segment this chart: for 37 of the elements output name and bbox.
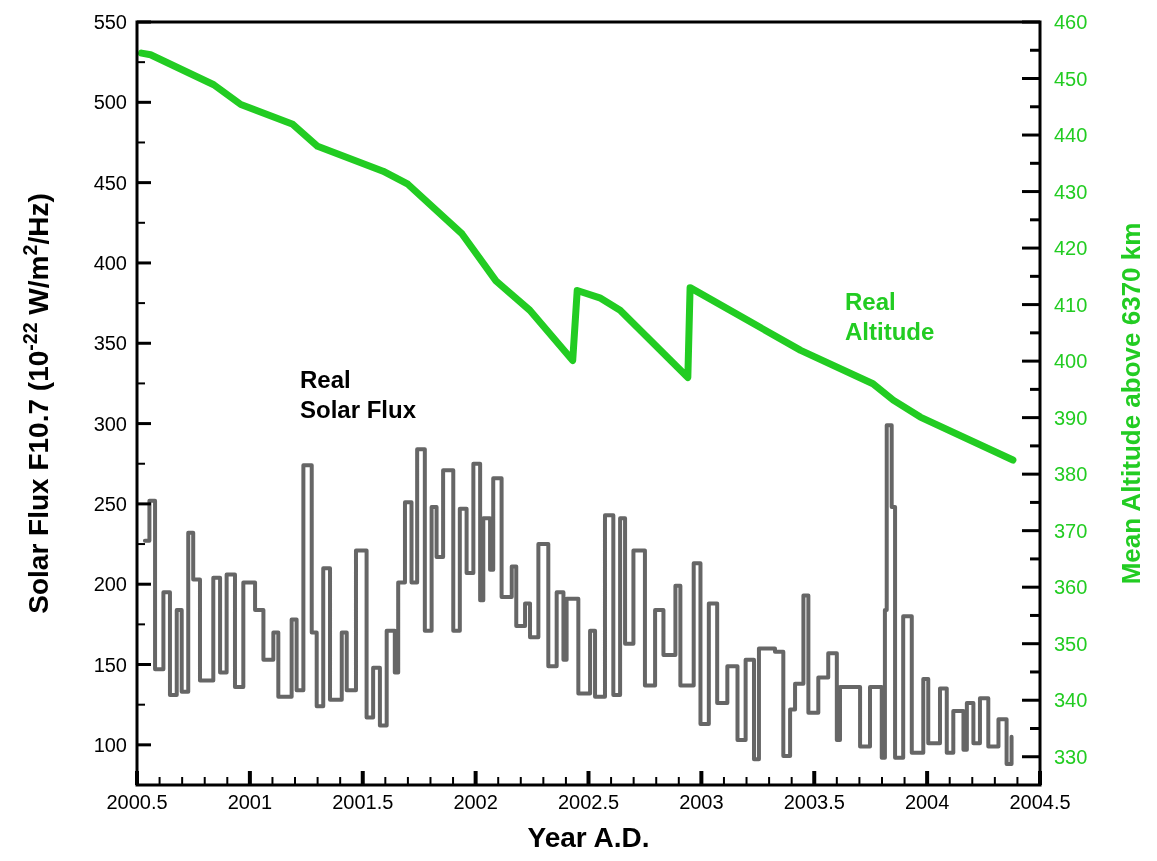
- x-tick-label: 2001.5: [332, 791, 394, 813]
- x-tick-label: 2002.5: [557, 791, 620, 813]
- y-tick-label: 200: [93, 573, 127, 596]
- y2-tick-label: 460: [1054, 11, 1088, 33]
- y-tick-label: 400: [93, 251, 127, 274]
- y-tick-label: 100: [93, 733, 127, 756]
- y-tick-label: 150: [93, 653, 127, 676]
- x-tick-label: 2004.5: [1009, 791, 1071, 813]
- y2-axis-title: Mean Altitude above 6370 km: [1116, 222, 1146, 585]
- series-label: Real Solar Flux: [300, 366, 417, 423]
- x-tick-label: 2001: [227, 791, 273, 813]
- x-tick-label: 2003.5: [783, 791, 845, 813]
- y2-tick-label: 350: [1054, 632, 1088, 655]
- x-tick-label: 2003: [679, 791, 724, 813]
- y2-tick-label: 360: [1054, 576, 1088, 599]
- y2-tick-label: 370: [1054, 519, 1088, 542]
- y-tick-label: 550: [93, 11, 127, 33]
- x-axis-title: Year A.D.: [527, 822, 650, 853]
- y-tick-label: 500: [93, 91, 127, 114]
- y-tick-label: 350: [93, 332, 127, 355]
- y2-tick-label: 340: [1054, 689, 1088, 712]
- x-tick-label: 2002: [453, 791, 498, 813]
- y-tick-label: 450: [93, 171, 127, 194]
- y2-tick-label: 380: [1054, 463, 1088, 486]
- y2-tick-label: 440: [1054, 124, 1088, 147]
- x-tick-label: 2000.5: [106, 791, 168, 813]
- y2-tick-label: 430: [1054, 180, 1088, 203]
- y2-tick-label: 410: [1054, 293, 1088, 316]
- y2-tick-label: 420: [1054, 237, 1088, 260]
- y-tick-label: 250: [93, 492, 127, 515]
- y2-tick-label: 400: [1054, 350, 1088, 373]
- x-tick-label: 2004: [904, 791, 950, 813]
- y2-tick-label: 390: [1054, 406, 1088, 429]
- y2-tick-label: 330: [1054, 745, 1088, 768]
- y-tick-label: 300: [93, 412, 127, 435]
- series-label: Real Altitude: [845, 288, 935, 345]
- y2-tick-label: 450: [1054, 67, 1088, 90]
